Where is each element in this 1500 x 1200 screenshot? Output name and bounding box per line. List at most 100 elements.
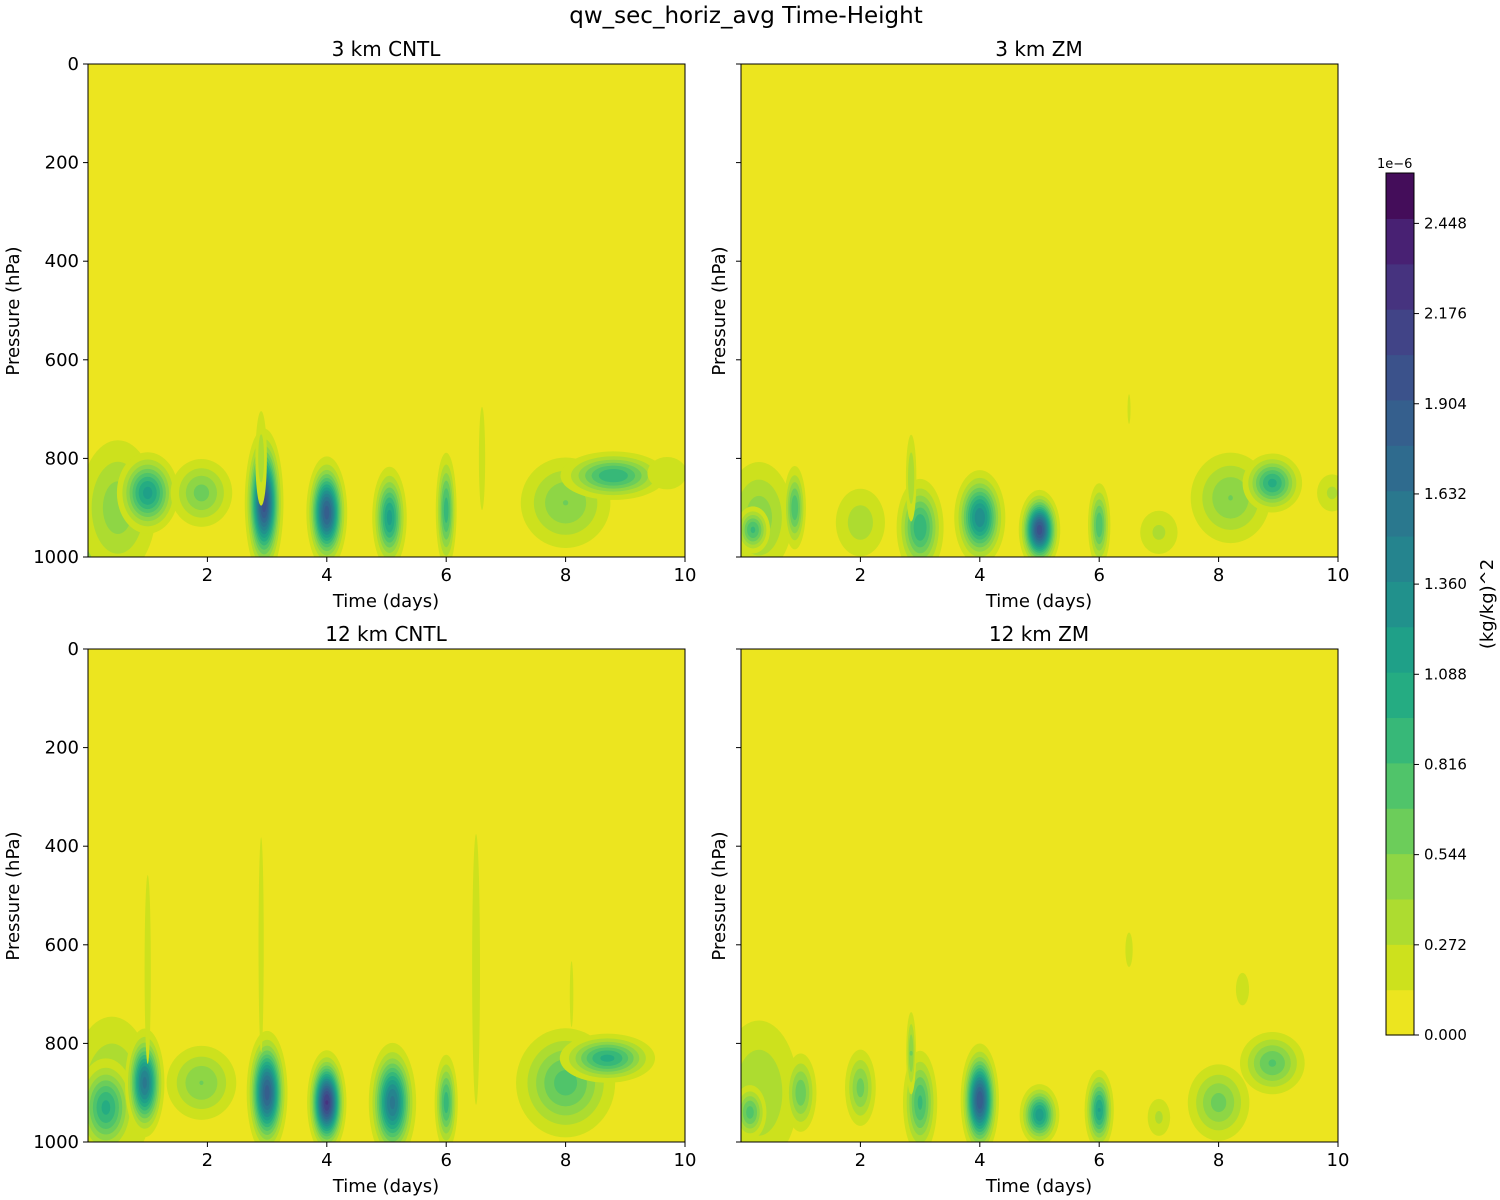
colorbar-tick-label: 1.088 xyxy=(1424,665,1467,683)
x-tick-label: 4 xyxy=(974,565,985,586)
axes-frame xyxy=(740,648,1339,1143)
contour-level-5-feature-8 xyxy=(1095,512,1103,538)
colorbar-band-13 xyxy=(1386,399,1414,446)
contour-level-9-feature-6 xyxy=(974,508,985,528)
colorbar-band-10 xyxy=(1386,535,1414,582)
colorbar-band-18 xyxy=(1386,173,1414,219)
contour-level-7-feature-1 xyxy=(101,1100,111,1115)
axes-frame xyxy=(87,63,686,558)
y-tick-label: 400 xyxy=(45,836,79,857)
y-axis-label-3km-cntl: Pressure (hPa) xyxy=(3,246,24,375)
colorbar-tick-label: 0.816 xyxy=(1424,755,1467,773)
contour-level-13-feature-5 xyxy=(264,1085,270,1101)
contour-background xyxy=(741,649,1338,1142)
colorbar-frame xyxy=(1385,172,1415,1036)
contour-level-2-feature-10 xyxy=(1155,1111,1163,1124)
x-tick-label: 4 xyxy=(321,565,332,586)
contour-level-2-feature-3 xyxy=(847,505,873,540)
colorbar-band-6 xyxy=(1386,717,1414,764)
contour-level-16-feature-7 xyxy=(325,1100,329,1105)
x-axis-label-12km-zm: Time (days) xyxy=(985,1176,1092,1197)
colorbar-band-1 xyxy=(1386,944,1414,991)
colorbar-band-0 xyxy=(1386,989,1414,1036)
contour-level-1-feature-13 xyxy=(1235,972,1250,1006)
contour-field xyxy=(88,406,685,557)
y-tick-label: 0 xyxy=(68,639,79,660)
contour-level-11-feature-8 xyxy=(389,1095,396,1110)
colorbar-offset-text: 1e−6 xyxy=(1377,157,1412,172)
contour-level-8-feature-7 xyxy=(386,509,393,526)
x-tick-label: 10 xyxy=(674,565,697,586)
y-axis-label-12km-cntl: Pressure (hPa) xyxy=(3,831,24,960)
contour-level-5-feature-2 xyxy=(791,495,799,521)
y-tick-label: 600 xyxy=(45,350,79,371)
contour-level-2-feature-13 xyxy=(1326,486,1338,500)
contour-level-4-feature-5 xyxy=(909,1050,913,1056)
contour-level-4-feature-11 xyxy=(1228,495,1233,501)
x-tick-label: 8 xyxy=(560,1150,571,1171)
contour-level-6-feature-4 xyxy=(913,514,927,541)
x-tick-label: 10 xyxy=(1327,565,1350,586)
y-tick-label: 1000 xyxy=(33,547,79,568)
contour-level-6-feature-1 xyxy=(750,526,756,534)
contour-level-4-feature-3 xyxy=(193,484,210,502)
colorbar-tick-label: 0.272 xyxy=(1424,936,1467,954)
colorbar-label: (kg/kg)^2 xyxy=(1477,559,1498,649)
colorbar-band-9 xyxy=(1386,581,1414,628)
colorbar-tick-label: 0.544 xyxy=(1424,846,1467,864)
contour-field xyxy=(741,394,1338,557)
panel-title-12km-cntl: 12 km CNTL xyxy=(325,622,447,646)
x-tick-label: 6 xyxy=(440,565,451,586)
contour-level-1-feature-3 xyxy=(144,874,151,1064)
y-tick-label: 800 xyxy=(45,1033,79,1054)
contour-level-7-feature-12 xyxy=(1267,478,1277,488)
y-tick-label: 800 xyxy=(45,448,79,469)
contour-level-8-feature-2 xyxy=(143,486,153,500)
x-tick-label: 2 xyxy=(202,565,213,586)
contour-level-13-feature-6 xyxy=(976,1091,983,1110)
contour-level-1-feature-9 xyxy=(478,406,486,510)
contour-field xyxy=(741,932,1305,1142)
colorbar-tick-label: 2.176 xyxy=(1424,305,1467,323)
colorbar-tick-label: 2.448 xyxy=(1424,214,1467,232)
x-axis-label-12km-cntl: Time (days) xyxy=(332,1176,439,1197)
x-tick-label: 8 xyxy=(560,565,571,586)
contour-level-4-feature-3 xyxy=(856,1078,865,1098)
contour-level-2-feature-5 xyxy=(908,452,915,504)
figure-title: qw_sec_horiz_avg Time-Height xyxy=(569,3,923,29)
y-axis-label-12km-zm: Pressure (hPa) xyxy=(709,831,730,960)
contour-level-8-feature-8 xyxy=(1097,1108,1101,1112)
contour-level-1-feature-12 xyxy=(647,456,685,490)
panel-title-12km-zm: 12 km ZM xyxy=(989,622,1089,646)
contour-level-4-feature-11 xyxy=(1210,1093,1227,1113)
contour-level-7-feature-12 xyxy=(600,1054,615,1062)
contour-level-13-feature-6 xyxy=(324,505,330,520)
x-tick-label: 10 xyxy=(1327,1150,1350,1171)
contour-level-8-feature-7 xyxy=(1035,1108,1044,1122)
x-tick-label: 2 xyxy=(855,1150,866,1171)
colorbar-band-12 xyxy=(1386,445,1414,492)
colorbar-band-11 xyxy=(1386,490,1414,537)
contour-level-6-feature-11 xyxy=(598,468,628,483)
x-axis-label-3km-cntl: Time (days) xyxy=(332,591,439,612)
x-tick-label: 8 xyxy=(1213,1150,1224,1171)
panel-title-3km-zm: 3 km ZM xyxy=(995,37,1082,61)
x-axis-label-3km-zm: Time (days) xyxy=(985,591,1092,612)
colorbar: 0.000 0.272 0.544 0.816 1.088 1.360 1.632 1.904… xyxy=(1385,172,1467,1044)
y-tick-label: 200 xyxy=(45,738,79,759)
contour-level-1-feature-13 xyxy=(569,961,574,1027)
x-tick-label: 6 xyxy=(440,1150,451,1171)
axes-frame xyxy=(740,63,1339,558)
y-axis-label-3km-zm: Pressure (hPa) xyxy=(709,246,730,375)
contour-level-6-feature-8 xyxy=(443,497,449,523)
x-tick-label: 4 xyxy=(974,1150,985,1171)
y-tick-label: 0 xyxy=(68,54,79,75)
contour-level-4-feature-4 xyxy=(199,1080,204,1086)
colorbar-band-15 xyxy=(1386,309,1414,356)
x-tick-label: 6 xyxy=(1093,1150,1104,1171)
contour-level-1-feature-10 xyxy=(472,834,480,1105)
x-tick-label: 2 xyxy=(202,1150,213,1171)
colorbar-band-16 xyxy=(1386,263,1414,310)
x-tick-label: 6 xyxy=(1093,565,1104,586)
